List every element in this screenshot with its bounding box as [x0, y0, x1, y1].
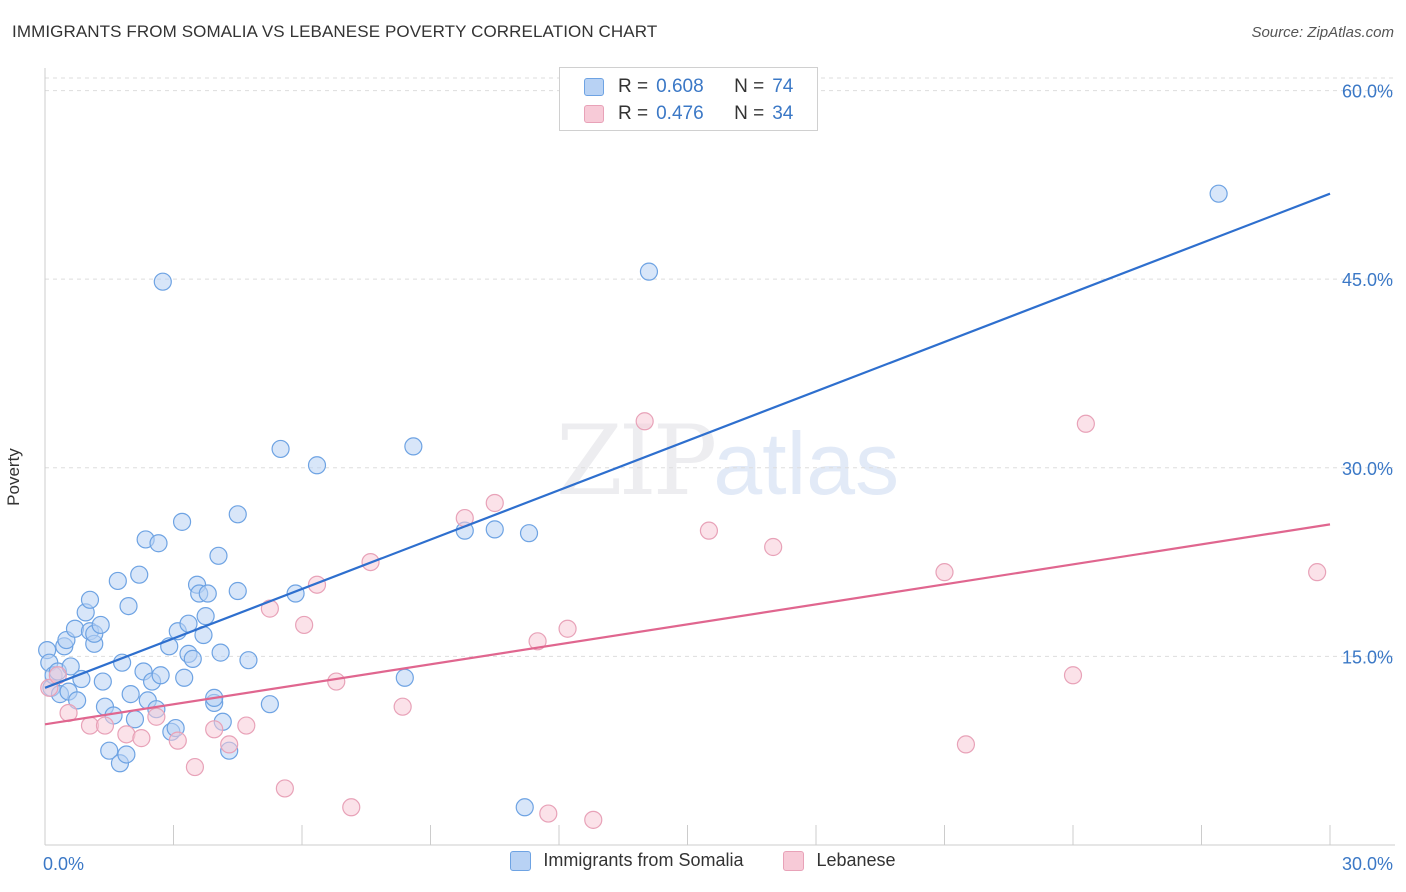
data-point-somalia [260, 695, 279, 714]
data-point-somalia [172, 512, 192, 531]
data-point-lebanese [132, 729, 151, 748]
data-point-somalia [519, 524, 539, 543]
data-point-lebanese [220, 735, 239, 754]
data-point-lebanese [275, 779, 294, 798]
legend-swatch-somalia [584, 78, 604, 96]
legend-row-somalia: R = 0.608 N = 74 [584, 75, 793, 99]
y-tick-label: 45.0% [1342, 270, 1393, 290]
legend-label-somalia: Immigrants from Somalia [543, 850, 744, 870]
data-point-somalia [121, 685, 140, 704]
legend-item-lebanese: Lebanese [783, 850, 896, 871]
data-point-lebanese [699, 521, 719, 540]
data-point-lebanese [635, 412, 654, 431]
r-value-somalia: 0.608 [656, 76, 704, 97]
data-point-somalia [307, 456, 327, 475]
data-point-lebanese [168, 731, 187, 750]
data-point-lebanese [558, 619, 577, 638]
data-point-lebanese [342, 798, 361, 817]
data-point-somalia [1209, 184, 1228, 203]
data-point-somalia [93, 672, 112, 691]
data-point-somalia [228, 581, 247, 601]
data-point-lebanese [485, 493, 504, 513]
legend-swatch-lebanese [783, 850, 805, 871]
data-point-somalia [198, 584, 217, 603]
data-point-somalia [68, 691, 87, 710]
x-tick-label-max: 30.0% [1342, 854, 1393, 874]
r-value-lebanese: 0.476 [656, 103, 704, 124]
correlation-legend: R = 0.608 N = 74 R = 0.476 N = 34 [559, 67, 818, 131]
data-point-somalia [485, 520, 504, 539]
data-point-lebanese [528, 632, 547, 651]
data-point-somalia [395, 668, 414, 687]
source-label: Source: ZipAtlas.com [1251, 24, 1394, 41]
y-tick-label: 60.0% [1342, 82, 1393, 102]
x-tick-label-min: 0.0% [43, 854, 84, 874]
data-point-lebanese [95, 716, 115, 735]
data-point-somalia [153, 272, 172, 291]
data-point-somalia [91, 615, 110, 635]
data-point-somalia [119, 596, 138, 616]
data-point-somalia [211, 643, 230, 662]
data-point-lebanese [117, 725, 136, 744]
r-label: R = [618, 76, 649, 97]
data-point-somalia [639, 262, 659, 281]
data-point-somalia [112, 653, 132, 672]
legend-row-lebanese: R = 0.476 N = 34 [584, 102, 793, 126]
data-point-somalia [151, 666, 170, 685]
data-point-lebanese [185, 757, 205, 777]
n-value-somalia: 74 [772, 76, 794, 97]
data-point-lebanese [1076, 414, 1095, 433]
data-point-lebanese [1308, 563, 1327, 582]
y-tick-label: 30.0% [1342, 459, 1393, 479]
data-point-somalia [228, 505, 247, 524]
data-point-somalia [108, 571, 127, 591]
data-point-somalia [239, 651, 258, 670]
trend-line-somalia [44, 192, 1331, 689]
data-point-lebanese [147, 707, 166, 726]
y-tick-label: 15.0% [1342, 647, 1393, 667]
data-point-somalia [271, 439, 290, 459]
n-value-lebanese: 34 [772, 103, 794, 124]
data-point-lebanese [205, 720, 224, 739]
data-point-somalia [209, 546, 228, 565]
data-point-somalia [117, 745, 136, 764]
data-point-lebanese [393, 697, 412, 716]
trend-line-lebanese [44, 523, 1331, 726]
legend-label-lebanese: Lebanese [816, 850, 896, 870]
n-label: N = [734, 76, 765, 97]
data-point-somalia [515, 798, 534, 817]
watermark-atlas: atlas [713, 414, 900, 513]
data-point-somalia [175, 668, 194, 687]
data-point-somalia [196, 607, 215, 626]
data-point-somalia [80, 590, 100, 609]
legend-swatch-lebanese [584, 105, 604, 123]
data-point-somalia [65, 619, 85, 638]
data-point-somalia [183, 649, 202, 669]
legend-item-somalia: Immigrants from Somalia [510, 850, 743, 871]
data-point-lebanese [764, 537, 783, 557]
data-point-somalia [125, 710, 145, 729]
n-label: N = [734, 103, 765, 124]
data-point-lebanese [1063, 666, 1083, 685]
data-point-lebanese [539, 804, 558, 823]
r-label: R = [618, 103, 649, 124]
data-point-lebanese [584, 810, 603, 829]
data-point-somalia [61, 657, 80, 676]
legend-swatch-somalia [510, 850, 532, 871]
data-point-somalia [100, 741, 119, 760]
data-point-somalia [149, 534, 168, 553]
data-point-lebanese [237, 716, 256, 735]
chart-title: IMMIGRANTS FROM SOMALIA VS LEBANESE POVE… [12, 22, 658, 41]
data-point-somalia [130, 565, 149, 584]
data-point-somalia [404, 437, 423, 456]
data-point-lebanese [327, 672, 346, 691]
data-point-lebanese [295, 615, 314, 635]
data-point-lebanese [935, 563, 954, 582]
data-point-lebanese [260, 599, 279, 618]
data-point-lebanese [956, 735, 976, 754]
series-legend: Immigrants from Somalia Lebanese [0, 850, 1406, 871]
